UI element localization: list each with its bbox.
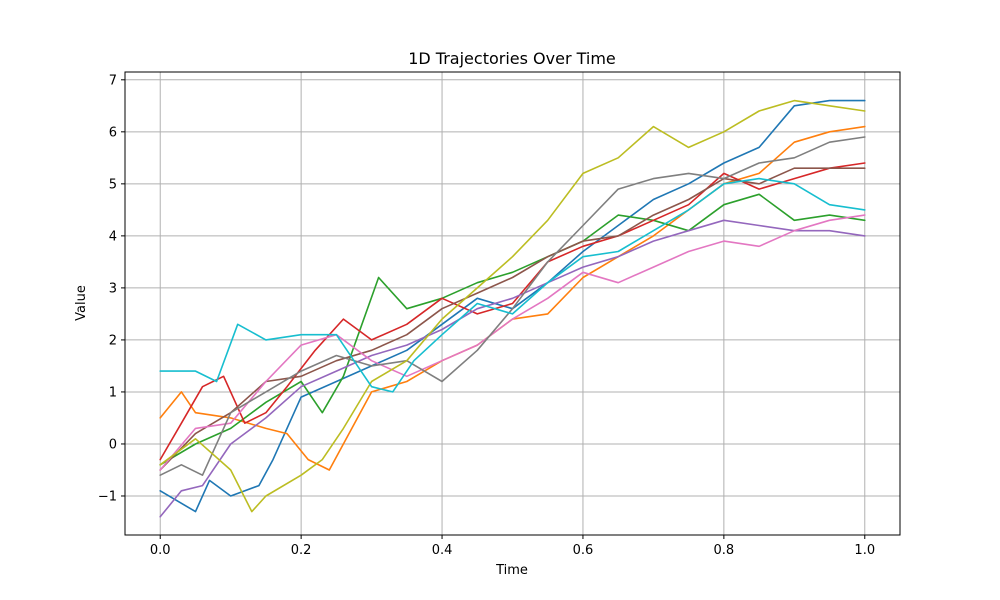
- y-tick-label: 3: [109, 281, 117, 296]
- x-tick-label: 0.4: [432, 543, 453, 558]
- x-tick-label: 0.8: [714, 543, 735, 558]
- y-axis-ticks: −1 0 1 2 3 4 5 6 7: [98, 73, 125, 504]
- x-tick-label: 0.6: [573, 543, 594, 558]
- chart-title: 1D Trajectories Over Time: [408, 49, 616, 68]
- plot-frame: [124, 71, 901, 536]
- y-axis-label: Value: [74, 285, 89, 321]
- x-axis-label: Time: [495, 563, 528, 578]
- series-line-10: [159, 177, 866, 393]
- x-axis-ticks: 0.0 0.2 0.4 0.6 0.8 1.0: [150, 535, 875, 558]
- series-group: [159, 99, 866, 518]
- series-line-9: [159, 99, 866, 513]
- y-tick-label: −1: [98, 489, 117, 504]
- x-tick-label: 0.2: [291, 543, 312, 558]
- x-tick-label: 1.0: [854, 543, 875, 558]
- y-tick-label: 6: [109, 125, 117, 140]
- x-tick-label: 0.0: [150, 543, 171, 558]
- series-line-7: [159, 214, 866, 471]
- series-line-6: [159, 167, 866, 471]
- y-tick-label: 1: [109, 385, 117, 400]
- series-line-5: [159, 219, 866, 518]
- y-tick-label: 0: [109, 437, 117, 452]
- y-tick-label: 5: [109, 177, 117, 192]
- grid: [125, 72, 900, 535]
- y-tick-label: 7: [109, 73, 117, 88]
- series-line-8: [159, 136, 866, 477]
- series-line-1: [159, 99, 866, 513]
- y-tick-label: 2: [109, 333, 117, 348]
- y-tick-label: 4: [109, 229, 117, 244]
